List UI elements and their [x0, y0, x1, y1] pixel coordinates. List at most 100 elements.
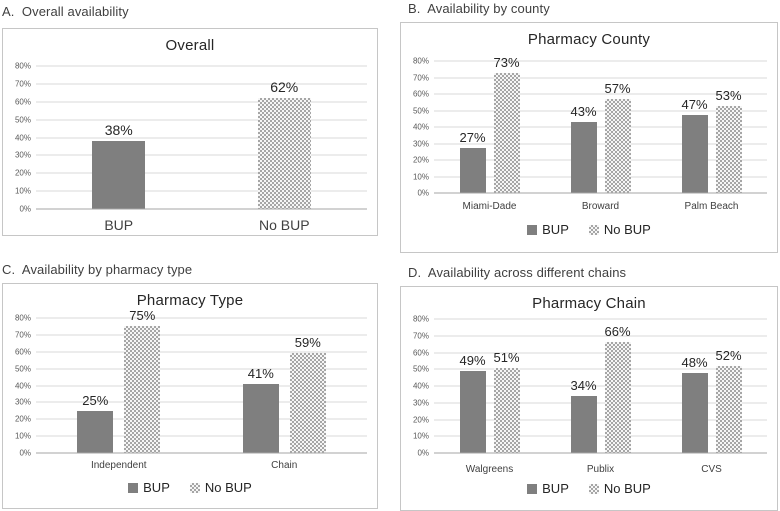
gridline [434, 318, 767, 320]
value-label: 52% [715, 347, 742, 363]
x-axis-labels: Miami-Dade Broward Palm Beach [434, 201, 767, 212]
bar-group: 47% 53% [656, 61, 767, 193]
y-tick-label: 60% [412, 89, 429, 99]
gridline [434, 352, 767, 353]
value-label: 43% [570, 104, 597, 120]
value-label: 34% [570, 378, 597, 394]
legend-item-bup: BUP [128, 480, 170, 495]
y-tick-label: 70% [412, 73, 429, 82]
bar-no-bup: 51% [493, 350, 520, 453]
y-tick-label: 80% [14, 61, 31, 71]
y-tick-label: 60% [14, 97, 31, 107]
legend: BUP No BUP [3, 480, 377, 495]
y-tick-label: 40% [14, 381, 31, 390]
bar-group: 49% 51% [434, 319, 545, 453]
legend-label-no-bup: No BUP [603, 222, 651, 237]
bar-bup: 41% [242, 366, 279, 453]
value-label: 48% [681, 354, 708, 370]
y-tick-label: 0% [19, 204, 31, 214]
y-tick-label: 60% [14, 347, 31, 357]
y-tick-label: 80% [412, 56, 429, 66]
plot-area: 38% 62% [36, 65, 367, 210]
chart-title: Pharmacy Chain [532, 295, 646, 312]
bar-bup: 38% [92, 122, 146, 209]
y-tick-label: 30% [412, 139, 429, 148]
panel-heading-a: A. Overall availability [2, 4, 129, 19]
y-tick-label: 20% [14, 414, 31, 424]
y-tick-label: 40% [412, 122, 429, 132]
y-tick-label: 80% [412, 314, 429, 324]
y-tick-label: 10% [14, 431, 31, 441]
gridline [36, 83, 367, 85]
y-tick-label: 40% [412, 381, 429, 391]
gridline [36, 334, 367, 336]
y-tick-label: 60% [412, 348, 429, 357]
bar-group: 27% 73% [434, 55, 545, 193]
plot-area: 25% 75% 41% 59% [36, 308, 368, 454]
gridline [36, 385, 367, 386]
bar-group: 38% [36, 66, 202, 209]
bar-groups: 49% 51% 34% 66% 48% 52% [434, 319, 767, 453]
value-label: 49% [459, 352, 486, 368]
bar-bup: 49% [459, 353, 486, 453]
y-axis: 0% 10% 20% 30% 40% 50% 60% 70% 80% [401, 57, 434, 198]
category-label: Miami-Dade [462, 201, 517, 212]
y-axis: 0% 10% 20% 30% 40% 50% 60% 70% 80% [3, 314, 36, 458]
bar-group: 41% 59% [202, 318, 368, 453]
y-tick-label: 80% [14, 313, 31, 323]
x-axis-line [434, 192, 767, 194]
bar-bup: 43% [570, 104, 597, 193]
panel-chain: D. Availability across different chains … [400, 264, 778, 511]
category-label: No BUP [258, 217, 310, 233]
legend-label-no-bup: No BUP [204, 480, 252, 495]
gridline [434, 60, 767, 62]
bar-groups: 25% 75% 41% 59% [36, 308, 368, 453]
y-tick-label: 0% [417, 448, 429, 458]
bup-swatch-icon [527, 224, 538, 235]
gridline [434, 159, 767, 161]
panel-overall: A. Overall availability Overall 0% 10% 20%… [2, 3, 378, 236]
gridline [36, 418, 367, 420]
value-label: 25% [82, 392, 109, 408]
y-tick-label: 70% [14, 79, 31, 89]
gridline [36, 317, 367, 319]
gridline [434, 126, 767, 128]
chart-chain: Pharmacy Chain 0% 10% 20% 30% 40% 50% 60% 70% 80… [400, 286, 778, 511]
value-label: 51% [493, 349, 520, 365]
legend: BUP No BUP [401, 222, 777, 237]
gridline [36, 172, 367, 174]
y-tick-label: 0% [19, 448, 31, 458]
y-tick-label: 50% [412, 106, 429, 115]
y-tick-label: 0% [417, 188, 429, 198]
y-tick-label: 40% [14, 133, 31, 142]
no-bup-swatch-icon [588, 224, 599, 235]
gridline [434, 419, 767, 420]
gridline [434, 176, 767, 177]
gridline [36, 435, 367, 437]
y-tick-label: 30% [14, 397, 31, 407]
plot-area: 49% 51% 34% 66% 48% 52% [434, 318, 767, 454]
bup-swatch-icon [128, 482, 139, 493]
legend-item-bup: BUP [527, 222, 569, 237]
category-label: Walgreens [465, 464, 514, 475]
bar-no-bup: 52% [715, 348, 742, 453]
bar-bup: 48% [681, 355, 708, 453]
panel-type: C. Availability by pharmacy type Pharmac… [2, 261, 378, 509]
gridline [36, 401, 367, 403]
panel-county: B. Availability by county Pharmacy Count… [400, 0, 778, 253]
bar-no-bup: 62% [257, 79, 311, 209]
value-label: 59% [294, 335, 321, 351]
category-label: Palm Beach [684, 201, 739, 212]
plot-area: 27% 73% 43% 57% 47% 53% [434, 55, 767, 194]
y-tick-label: 30% [412, 398, 429, 408]
category-label: Broward [581, 201, 620, 212]
legend-label-no-bup: No BUP [603, 481, 651, 496]
gridline [36, 190, 367, 192]
gridline [434, 435, 767, 437]
y-tick-label: 50% [14, 115, 31, 125]
legend-label-bup: BUP [542, 222, 569, 237]
gridline [36, 65, 367, 67]
bar-no-bup: 66% [604, 324, 631, 453]
bar-bup: 34% [570, 378, 597, 453]
value-label: 47% [681, 97, 708, 113]
